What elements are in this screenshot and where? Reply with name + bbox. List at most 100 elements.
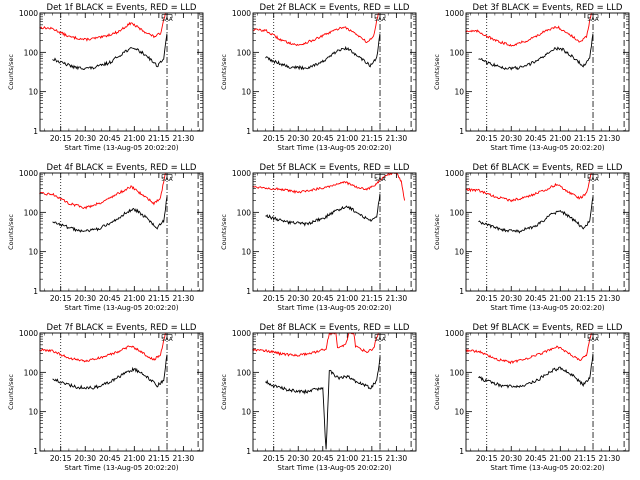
plot-frame (39, 172, 204, 292)
x-ticks: 20:15 20:30 20:45 21:00 21:15 21:30 (44, 173, 200, 303)
plot-frame (252, 332, 417, 452)
x-tick-label: 21:00 (336, 134, 358, 143)
plot-frame (252, 12, 417, 132)
y-tick-label: 10 (28, 408, 38, 417)
x-tick-label: 20:15 (263, 134, 285, 143)
y-tick-label: 1000 (19, 9, 38, 18)
x-tick-label: 21:30 (173, 454, 195, 463)
x-ticks: 20:15 20:30 20:45 21:00 21:15 21:30 (44, 333, 200, 463)
y-tick-label: 1000 (445, 169, 464, 178)
y-ticks: 1 10 100 1000 (445, 9, 629, 136)
x-tick-label: 21:00 (336, 294, 358, 303)
y-tick-label: 1 (459, 287, 464, 296)
y-tick-label: 1000 (445, 329, 464, 338)
y-tick-label: 1000 (445, 9, 464, 18)
series-lld-line (465, 12, 592, 47)
x-tick-label: 20:45 (312, 134, 334, 143)
annotation-label: SAA (587, 337, 599, 343)
x-ticks: 20:15 20:30 20:45 21:00 21:15 21:30 (257, 333, 413, 463)
annotation-label: SAA (374, 17, 386, 23)
x-axis-label: Start Time (13-Aug-05 20:02:20) (277, 144, 391, 152)
x-ticks: 20:15 20:30 20:45 21:00 21:15 21:30 (257, 173, 413, 303)
x-tick-label: 21:15 (574, 454, 596, 463)
x-axis-label: Start Time (13-Aug-05 20:02:20) (490, 464, 604, 472)
x-tick-label: 20:30 (287, 134, 309, 143)
annotation-label: SAA (161, 337, 173, 343)
x-tick-label: 21:00 (123, 454, 145, 463)
y-tick-label: 100 (450, 48, 465, 57)
x-tick-label: 20:15 (263, 454, 285, 463)
panel-title: Det 1f BLACK = Events, RED = LLD (47, 3, 197, 13)
x-tick-label: 21:15 (361, 294, 383, 303)
y-tick-label: 1000 (232, 169, 251, 178)
x-tick-label: 20:15 (476, 134, 498, 143)
x-tick-label: 20:45 (525, 294, 547, 303)
y-tick-label: 1 (246, 287, 251, 296)
series-lld-line (465, 332, 592, 365)
y-axis-label: Counts/sec (220, 214, 228, 250)
x-tick-label: 21:30 (386, 134, 408, 143)
x-ticks: 20:15 20:30 20:45 21:00 21:15 21:30 (257, 13, 413, 143)
series-lld-line (252, 332, 379, 357)
annotation-label: SAA (587, 177, 599, 183)
x-tick-label: 20:45 (99, 134, 121, 143)
x-tick-label: 20:30 (287, 454, 309, 463)
y-ticks: 1 10 100 1000 (445, 169, 629, 296)
panel-title: Det 6f BLACK = Events, RED = LLD (473, 163, 623, 173)
y-ticks: 1 10 100 1000 (232, 329, 416, 456)
y-tick-label: 10 (241, 248, 251, 257)
y-tick-label: 1 (459, 127, 464, 136)
x-tick-label: 20:30 (287, 294, 309, 303)
y-tick-label: 10 (28, 248, 38, 257)
annotation-label: SAA (374, 177, 386, 183)
y-tick-label: 10 (28, 88, 38, 97)
x-axis-label: Start Time (13-Aug-05 20:02:20) (64, 464, 178, 472)
y-tick-label: 10 (241, 88, 251, 97)
x-tick-label: 21:15 (148, 134, 170, 143)
x-tick-label: 20:15 (263, 294, 285, 303)
x-tick-label: 21:30 (173, 294, 195, 303)
x-tick-label: 20:15 (50, 454, 72, 463)
panel-det-1: Det 1f BLACK = Events, RED = LLD Counts/s… (7, 3, 204, 152)
x-axis-label: Start Time (13-Aug-05 20:02:20) (277, 304, 391, 312)
panel-title: Det 8f BLACK = Events, RED = LLD (260, 323, 410, 333)
panel-title: Det 4f BLACK = Events, RED = LLD (47, 163, 197, 173)
annotation-label: SAA (161, 177, 173, 183)
x-axis-label: Start Time (13-Aug-05 20:02:20) (490, 304, 604, 312)
x-tick-label: 21:15 (361, 454, 383, 463)
y-axis-label: Counts/sec (220, 374, 228, 410)
series-events-line (52, 354, 168, 390)
y-tick-label: 1 (33, 127, 38, 136)
y-axis-label: Counts/sec (7, 374, 15, 410)
series-lld-line (39, 332, 166, 363)
y-tick-label: 10 (454, 88, 464, 97)
y-tick-label: 1000 (19, 169, 38, 178)
panel-title: Det 7f BLACK = Events, RED = LLD (47, 323, 197, 333)
annotation-label: SAA (161, 17, 173, 23)
plot-frame (465, 172, 630, 292)
x-ticks: 20:15 20:30 20:45 21:00 21:15 21:30 (470, 173, 626, 303)
x-tick-label: 21:30 (599, 454, 621, 463)
x-tick-label: 20:45 (99, 454, 121, 463)
y-ticks: 1 10 100 1000 (19, 329, 203, 456)
x-tick-label: 21:15 (574, 294, 596, 303)
panel-det-4: Det 4f BLACK = Events, RED = LLD Counts/s… (7, 163, 204, 312)
y-tick-label: 100 (24, 208, 39, 217)
y-tick-label: 100 (237, 368, 252, 377)
panel-det-5: Det 5f BLACK = Events, RED = LLD Counts/s… (220, 163, 417, 312)
x-tick-label: 20:45 (312, 454, 334, 463)
y-tick-label: 1 (246, 447, 251, 456)
panel-det-2: Det 2f BLACK = Events, RED = LLD Counts/s… (220, 3, 417, 152)
y-axis-label: Counts/sec (433, 374, 441, 410)
y-tick-label: 1000 (232, 329, 251, 338)
y-ticks: 1 10 100 1000 (19, 169, 203, 296)
x-tick-label: 21:00 (123, 294, 145, 303)
annotation-label: SAA (587, 17, 599, 23)
panel-title: Det 9f BLACK = Events, RED = LLD (473, 323, 623, 333)
x-tick-label: 20:30 (74, 294, 96, 303)
x-tick-label: 20:15 (476, 454, 498, 463)
x-tick-label: 21:00 (549, 294, 571, 303)
series-lld-line (465, 172, 592, 203)
plot-frame (465, 12, 630, 132)
